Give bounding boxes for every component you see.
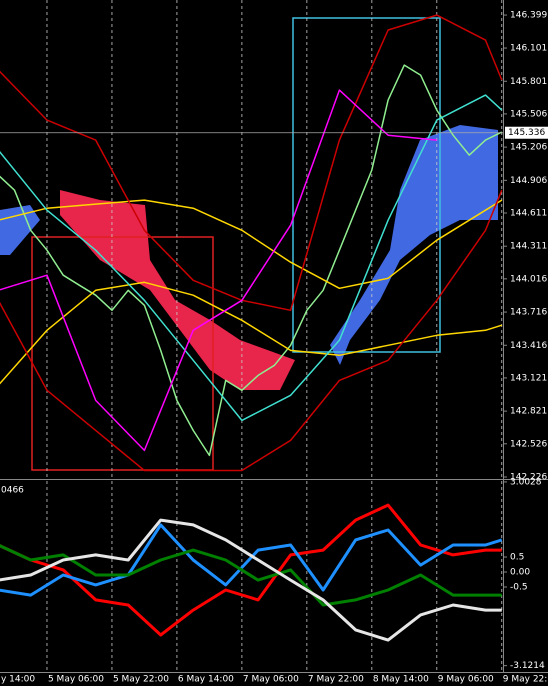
y-tick-label: 145.506 bbox=[510, 109, 547, 119]
y-tick-label: 145.206 bbox=[510, 143, 547, 153]
x-tick-label: 5 May 22:00 bbox=[113, 675, 169, 685]
y-tick-label: 144.016 bbox=[510, 274, 547, 284]
y-tick-label: 3.0028 bbox=[510, 477, 542, 487]
x-tick-label: 5 May 06:00 bbox=[48, 675, 104, 685]
series-line bbox=[0, 523, 503, 597]
cloud-red bbox=[60, 190, 295, 390]
current-price-box bbox=[505, 126, 548, 139]
x-tick-label: 7 May 06:00 bbox=[243, 675, 299, 685]
y-tick-label: 144.311 bbox=[510, 242, 547, 252]
y-tick-label: 0.5 bbox=[510, 552, 524, 562]
y-tick-label: 142.526 bbox=[510, 439, 547, 449]
series-line bbox=[0, 281, 503, 385]
x-tick-label: 9 May 06:00 bbox=[438, 675, 494, 685]
y-tick-label: 143.716 bbox=[510, 308, 547, 318]
y-tick-label: 144.906 bbox=[510, 176, 547, 186]
indicator-label: 0466 bbox=[1, 486, 24, 496]
x-tick-label: 9 May 22:00 bbox=[503, 675, 548, 685]
x-tick-label: y 14:00 bbox=[1, 675, 35, 685]
series-line bbox=[0, 89, 437, 452]
y-tick-label: -3.1214 bbox=[510, 661, 545, 671]
y-tick-label: 0.00 bbox=[510, 567, 530, 577]
y-tick-label: -0.5 bbox=[510, 583, 528, 593]
series-line bbox=[0, 544, 502, 607]
x-tick-label: 6 May 14:00 bbox=[178, 675, 234, 685]
series-line bbox=[0, 94, 503, 422]
current-price-label: 145.336 bbox=[508, 128, 545, 138]
series-line bbox=[0, 14, 503, 312]
y-tick-label: 142.226 bbox=[510, 473, 547, 483]
series-line bbox=[0, 503, 502, 637]
series-line bbox=[0, 518, 502, 642]
zone-box bbox=[31, 236, 214, 471]
y-tick-label: 146.399 bbox=[510, 11, 547, 21]
x-tick-label: 7 May 22:00 bbox=[308, 675, 364, 685]
cloud-blue bbox=[330, 125, 498, 365]
y-tick-label: 142.821 bbox=[510, 407, 547, 417]
y-tick-label: 144.611 bbox=[510, 208, 547, 218]
zone-box bbox=[292, 17, 441, 353]
series-line bbox=[0, 189, 503, 472]
y-tick-label: 146.101 bbox=[510, 44, 547, 54]
series-line bbox=[0, 64, 503, 457]
y-tick-label: 145.801 bbox=[510, 77, 547, 87]
series-line bbox=[0, 199, 503, 290]
x-tick-label: 8 May 14:00 bbox=[373, 675, 429, 685]
y-tick-label: 143.416 bbox=[510, 341, 547, 351]
y-tick-label: 143.121 bbox=[510, 373, 547, 383]
